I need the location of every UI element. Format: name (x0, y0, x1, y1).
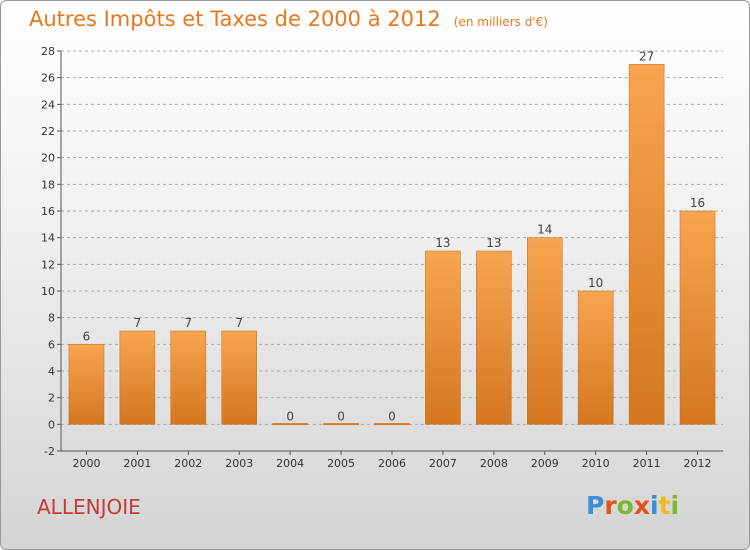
bar-2010 (577, 290, 614, 425)
data-label: 7 (235, 316, 243, 330)
x-tick-label: 2007 (429, 457, 457, 470)
logo-letter: x (633, 491, 650, 520)
y-tick-label: 12 (41, 258, 55, 271)
bar-2001 (119, 330, 156, 425)
data-label: 6 (83, 329, 91, 343)
y-tick-label: 28 (41, 45, 55, 58)
y-tick-label: 26 (41, 72, 55, 85)
x-tick-label: 2006 (378, 457, 406, 470)
x-tick-label: 2010 (582, 457, 610, 470)
chart-title-block: Autres Impôts et Taxes de 2000 à 2012 (e… (29, 7, 548, 31)
logo-letter: r (604, 491, 617, 520)
data-label: 0 (286, 409, 294, 423)
y-tick-label: 22 (41, 125, 55, 138)
data-label: 7 (134, 316, 142, 330)
data-label: 14 (537, 223, 552, 237)
proxiti-logo[interactable]: Proxiti (586, 491, 679, 520)
data-label: 13 (435, 236, 450, 250)
data-label: 13 (486, 236, 501, 250)
data-label: 27 (639, 49, 654, 63)
x-tick-label: 2003 (225, 457, 253, 470)
commune-name: ALLENJOIE (37, 495, 141, 519)
logo-letter: o (616, 491, 634, 520)
x-tick-label: 2012 (684, 457, 712, 470)
y-tick-label: 18 (41, 178, 55, 191)
y-tick-label: 20 (41, 152, 55, 165)
bar-2004 (272, 423, 308, 426)
x-tick-label: 2011 (633, 457, 661, 470)
data-label: 0 (388, 409, 396, 423)
bar-2009 (527, 237, 563, 425)
data-label: 10 (588, 276, 603, 290)
data-label: 16 (690, 196, 705, 210)
data-label: 0 (337, 409, 345, 423)
grid-lines (61, 50, 723, 425)
logo-letter: P (586, 491, 605, 520)
x-tick-label: 2008 (480, 457, 508, 470)
data-labels: 6 7 7 7 0 0 0 13 13 14 10 27 16 (83, 49, 706, 423)
y-tick-label: 6 (48, 338, 55, 351)
y-tick-label: 2 (48, 392, 55, 405)
bar-2007 (425, 250, 461, 425)
y-tick-label: 4 (48, 365, 55, 378)
chart-unit: (en milliers d'€) (453, 15, 548, 29)
x-tick-label: 2001 (123, 457, 151, 470)
y-tick-label: 8 (48, 312, 55, 325)
y-tick-label: 16 (41, 205, 55, 218)
y-tick-label: 10 (41, 285, 55, 298)
y-tick-label: 14 (41, 232, 55, 245)
bar-2000 (68, 344, 105, 425)
bar-2011 (628, 64, 665, 425)
bar-2005 (323, 423, 359, 426)
bar-2012 (679, 210, 716, 425)
chart-title: Autres Impôts et Taxes de 2000 à 2012 (29, 7, 441, 31)
logo-letter: t (658, 491, 671, 520)
logo-letter: i (670, 491, 680, 520)
y-tick-label: 24 (41, 98, 55, 111)
bars (68, 64, 716, 426)
x-tick-label: 2002 (174, 457, 202, 470)
x-tick-label: 2000 (72, 457, 100, 470)
y-tick-label: -2 (44, 445, 55, 458)
x-tick-label: 2005 (327, 457, 355, 470)
bar-2002 (170, 330, 207, 425)
logo-letter: i (650, 491, 659, 520)
x-tick-label: 2004 (276, 457, 304, 470)
bar-2003 (221, 330, 257, 425)
bar-2006 (374, 423, 410, 426)
x-tick-label: 2009 (531, 457, 559, 470)
bar-2008 (476, 250, 512, 425)
data-label: 7 (184, 316, 192, 330)
y-tick-label: 0 (48, 418, 55, 431)
